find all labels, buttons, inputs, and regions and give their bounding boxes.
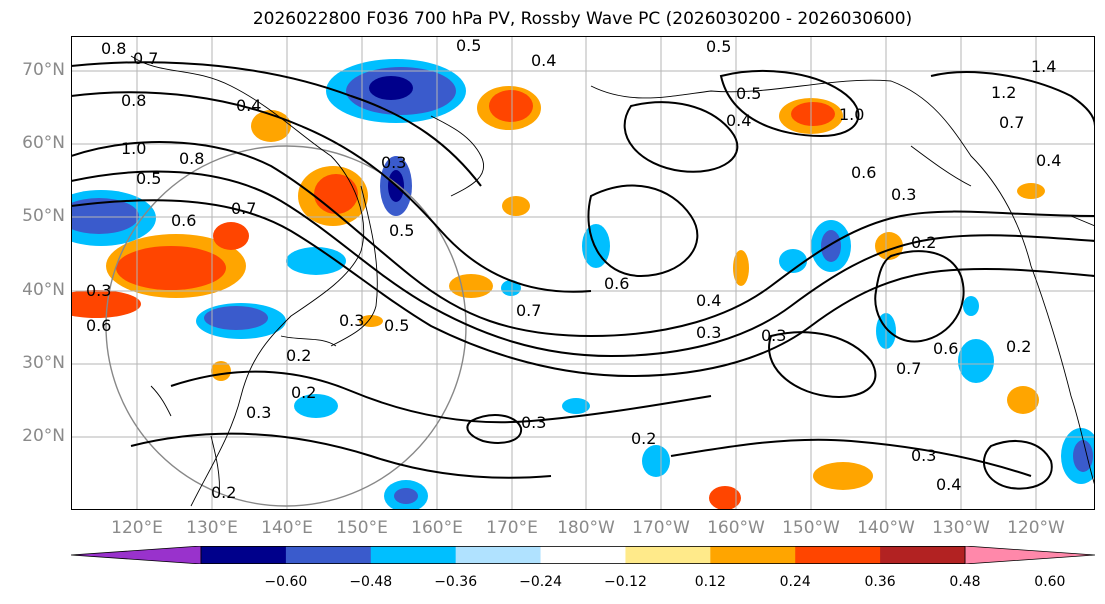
- lon-label: 120°E: [111, 518, 163, 538]
- colorbar-segment: [625, 546, 711, 564]
- lat-label: 60°N: [22, 133, 65, 153]
- contour-label: 0.2: [911, 233, 936, 252]
- colorbar-segment: [540, 546, 626, 564]
- contour-label: 0.5: [136, 169, 161, 188]
- lon-label: 170°E: [486, 518, 538, 538]
- colorbar-tick-label: −0.12: [603, 574, 647, 590]
- contour-label: 0.6: [933, 339, 958, 358]
- contour-label: 0.4: [236, 96, 261, 115]
- contour-label: 0.2: [291, 383, 316, 402]
- lon-label: 160°W: [707, 518, 765, 538]
- lon-label: 150°W: [782, 518, 840, 538]
- lon-label: 130°E: [186, 518, 238, 538]
- colorbar-extend-high: [964, 545, 1096, 565]
- colorbar-tick-label: 0.48: [949, 574, 981, 590]
- colorbar: [70, 545, 1096, 565]
- lon-label: 130°W: [932, 518, 990, 538]
- contour-label: 0.6: [851, 163, 876, 182]
- contour-label: 0.4: [696, 291, 721, 310]
- contour-label: 0.5: [384, 316, 409, 335]
- colorbar-tick-label: 0.36: [864, 574, 896, 590]
- colorbar-tick-label: −0.48: [349, 574, 393, 590]
- contour-label: 0.3: [696, 323, 721, 342]
- colorbar-tick-label: 0.24: [779, 574, 811, 590]
- colorbar-segment: [795, 546, 881, 564]
- colorbar-segment: [710, 546, 796, 564]
- contour-label: 0.3: [761, 326, 786, 345]
- lat-label: 30°N: [22, 353, 65, 373]
- contour-label: 0.4: [531, 51, 556, 70]
- contour-label: 0.5: [706, 37, 731, 56]
- map-frame: [71, 36, 1095, 510]
- contour-label: 0.6: [604, 274, 629, 293]
- contour-label: 1.4: [1031, 57, 1056, 76]
- contour-label: 1.2: [991, 83, 1016, 102]
- colorbar-segment: [201, 546, 287, 564]
- colorbar-tick-label: 0.12: [694, 574, 726, 590]
- lon-label: 150°E: [336, 518, 388, 538]
- lon-label: 120°W: [1007, 518, 1065, 538]
- pv-map: 0.8 0.7 0.8 0.5 0.4 0.5 0.5 0.4 1.0 1.2 …: [71, 36, 1095, 510]
- colorbar-segment: [880, 546, 966, 564]
- contour-label: 0.3: [86, 281, 111, 300]
- contour-label: 0.3: [381, 153, 406, 172]
- contour-label: 1.0: [839, 105, 864, 124]
- colorbar-segment: [455, 546, 542, 564]
- contour-label: 0.4: [726, 111, 751, 130]
- contour-label: 0.5: [736, 84, 761, 103]
- contour-label: 0.3: [246, 403, 271, 422]
- map-title: 2026022800 F036 700 hPa PV, Rossby Wave …: [252, 9, 913, 29]
- contour-label: 0.8: [121, 91, 146, 110]
- colorbar-frame: [200, 546, 966, 565]
- colorbar-segment: [285, 546, 372, 564]
- coastlines: [130, 55, 1095, 507]
- contour-label: 0.7: [231, 199, 256, 218]
- pv-contours: [71, 61, 1095, 490]
- contour-label: 0.4: [1036, 151, 1061, 170]
- contour-labels: 0.8 0.7 0.8 0.5 0.4 0.5 0.5 0.4 1.0 1.2 …: [86, 36, 1061, 502]
- colorbar-tick-label: −0.60: [264, 574, 308, 590]
- contour-label: 0.3: [521, 413, 546, 432]
- contour-label: 0.7: [133, 49, 158, 68]
- contour-label: 0.3: [339, 311, 364, 330]
- lat-label: 50°N: [22, 206, 65, 226]
- lon-label: 180°W: [557, 518, 615, 538]
- contour-label: 0.7: [896, 359, 921, 378]
- contour-label: 1.0: [121, 139, 146, 158]
- colorbar-tick-label: −0.36: [434, 574, 478, 590]
- colorbar-extend-low: [70, 545, 202, 565]
- colorbar-tick-label: 0.60: [1034, 574, 1066, 590]
- lat-label: 70°N: [22, 60, 65, 80]
- contour-label: 0.2: [1006, 337, 1031, 356]
- lat-label: 20°N: [22, 426, 65, 446]
- colorbar-segment: [370, 546, 457, 564]
- lon-label: 140°W: [857, 518, 915, 538]
- contour-label: 0.2: [286, 346, 311, 365]
- contour-label: 0.3: [911, 446, 936, 465]
- contour-label: 0.6: [171, 211, 196, 230]
- region-circle: [105, 145, 467, 507]
- contour-label: 0.5: [456, 36, 481, 55]
- contour-label: 0.8: [101, 39, 126, 58]
- contour-label: 0.3: [891, 185, 916, 204]
- contour-label: 0.5: [389, 221, 414, 240]
- lon-label: 170°W: [632, 518, 690, 538]
- lon-label: 140°E: [261, 518, 313, 538]
- contour-label: 0.4: [936, 475, 961, 494]
- contour-label: 0.2: [631, 429, 656, 448]
- map-panel: 0.8 0.7 0.8 0.5 0.4 0.5 0.5 0.4 1.0 1.2 …: [71, 36, 1095, 510]
- colorbar-svg: [70, 545, 1096, 565]
- contour-label: 0.7: [999, 113, 1024, 132]
- contour-label: 0.8: [179, 149, 204, 168]
- contour-label: 0.7: [516, 301, 541, 320]
- colorbar-tick-label: −0.24: [519, 574, 562, 590]
- lon-label: 160°E: [411, 518, 463, 538]
- lat-label: 40°N: [22, 280, 65, 300]
- contour-label: 0.6: [86, 316, 111, 335]
- contour-label: 0.2: [211, 483, 236, 502]
